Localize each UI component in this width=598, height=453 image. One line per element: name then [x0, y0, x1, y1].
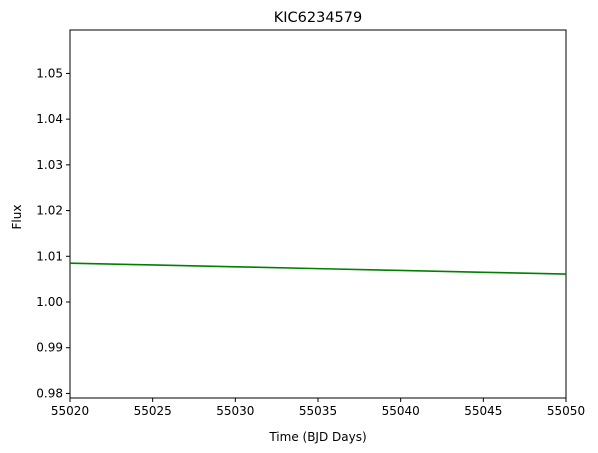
y-tick-label: 1.04 [36, 112, 63, 126]
y-tick-label: 1.05 [36, 66, 63, 80]
chart-title: KIC6234579 [274, 10, 363, 26]
series-line [69, 262, 567, 275]
x-axis-label: Time (BJD Days) [268, 430, 366, 444]
y-tick-label: 1.00 [36, 295, 63, 309]
x-axis: 55020 55025 55030 55035 55040 55045 55050 [51, 398, 585, 418]
y-tick-label: 0.98 [36, 386, 63, 400]
plot-frame [69, 29, 567, 399]
x-tick-label: 55020 [51, 404, 89, 418]
x-tick-label: 55050 [547, 404, 585, 418]
y-tick-label: 0.99 [36, 341, 63, 355]
x-tick-label: 55045 [464, 404, 502, 418]
x-tick-label: 55025 [134, 404, 172, 418]
plot-area [69, 29, 567, 399]
x-tick-label: 55035 [299, 404, 337, 418]
x-tick-label: 55030 [216, 404, 254, 418]
y-axis-label: Flux [10, 205, 24, 230]
series-layer [69, 262, 567, 275]
y-tick-label: 1.03 [36, 158, 63, 172]
y-tick-label: 1.01 [36, 249, 63, 263]
y-axis: 0.98 0.99 1.00 1.01 1.02 1.03 1.04 1.05 [36, 66, 70, 400]
y-tick-label: 1.02 [36, 204, 63, 218]
x-tick-label: 55040 [382, 404, 420, 418]
